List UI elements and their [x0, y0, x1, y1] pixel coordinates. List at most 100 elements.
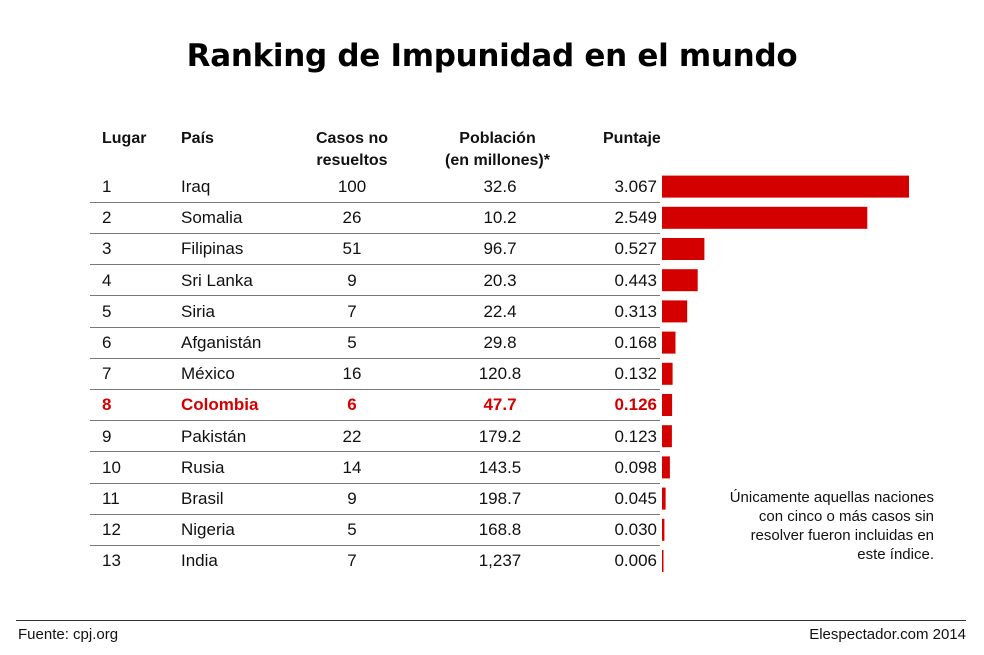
- table-row: 11 Brasil 9 198.7 0.045: [90, 483, 660, 514]
- table-row: 2 Somalia 26 10.2 2.549: [90, 202, 660, 233]
- score-cell: 0.030: [614, 520, 657, 540]
- table-row: 1 Iraq 100 32.6 3.067: [90, 171, 660, 202]
- rank-cell: 2: [102, 208, 112, 228]
- score-bar: [662, 331, 676, 354]
- cases-cell: 9: [347, 270, 357, 290]
- score-bar: [662, 550, 664, 572]
- population-cell: 29.8: [483, 333, 517, 352]
- population-cell: 198.7: [478, 489, 522, 508]
- header-cases: Casos no resueltos: [302, 128, 402, 172]
- header-population: Población (en millones)*: [430, 128, 565, 172]
- table-row: 10 Rusia 14 143.5 0.098: [90, 452, 660, 483]
- country-cell: Nigeria: [181, 520, 235, 540]
- cases-cell: 7: [347, 301, 357, 321]
- population-cell: 143.5: [478, 457, 522, 477]
- country-cell: Pakistán: [181, 426, 247, 446]
- rank-cell: 13: [102, 551, 121, 571]
- table-row: 13 India 7 1,237 0.006: [90, 545, 660, 576]
- table-row: 4 Sri Lanka 9 20.3 0.443: [90, 265, 660, 296]
- rank-cell: 9: [102, 426, 112, 446]
- table-row: 5 Siria 7 22.4 0.313: [90, 296, 660, 327]
- rank-cell: 11: [102, 489, 120, 508]
- score-cell: 2.549: [614, 208, 657, 228]
- score-cell: 0.132: [614, 364, 657, 384]
- score-bar: [662, 394, 673, 416]
- cases-cell: 51: [342, 239, 362, 259]
- score-cell: 0.045: [614, 489, 657, 508]
- population-cell: 20.3: [483, 270, 517, 290]
- country-cell: Filipinas: [181, 239, 244, 259]
- footer-divider: [16, 620, 966, 621]
- row-divider: [90, 264, 660, 266]
- row-divider: [90, 388, 660, 390]
- score-bar: [662, 362, 673, 385]
- country-cell: Brasil: [181, 489, 224, 508]
- table-row: 12 Nigeria 5 168.8 0.030: [90, 514, 660, 545]
- population-cell: 22.4: [483, 301, 517, 321]
- score-bar: [662, 269, 698, 292]
- score-bar: [662, 487, 666, 510]
- source-text: Fuente: cpj.org: [18, 626, 119, 643]
- country-cell: Iraq: [181, 177, 211, 196]
- row-divider: [90, 544, 660, 546]
- rank-cell: 10: [102, 457, 121, 477]
- score-cell: 0.126: [614, 395, 657, 415]
- table-row: 8 Colombia 6 47.7 0.126: [90, 389, 660, 420]
- population-cell: 32.6: [483, 177, 517, 196]
- row-divider: [90, 513, 660, 515]
- cases-cell: 5: [347, 520, 357, 540]
- score-bar: [662, 300, 688, 323]
- row-divider: [90, 295, 660, 297]
- header-population-line1: Población: [459, 130, 536, 147]
- header-score: Puntaje: [603, 130, 661, 147]
- cases-cell: 9: [347, 489, 357, 508]
- population-cell: 179.2: [478, 426, 522, 446]
- score-bar: [662, 206, 868, 229]
- header-cases-line2: resueltos: [316, 152, 388, 169]
- population-cell: 47.7: [483, 395, 517, 415]
- score-cell: 0.527: [614, 239, 657, 259]
- population-cell: 10.2: [483, 208, 517, 228]
- score-bar: [662, 238, 705, 260]
- country-cell: México: [181, 364, 235, 384]
- row-divider: [90, 451, 660, 453]
- population-cell: 120.8: [478, 364, 522, 384]
- score-cell: 3.067: [614, 177, 657, 196]
- cases-cell: 5: [347, 333, 357, 352]
- score-cell: 0.098: [614, 457, 657, 477]
- cases-cell: 6: [347, 395, 357, 415]
- rank-cell: 6: [102, 333, 112, 352]
- table-row: 9 Pakistán 22 179.2 0.123: [90, 421, 660, 452]
- cases-cell: 14: [342, 457, 362, 477]
- population-cell: 1,237: [478, 551, 522, 571]
- cases-cell: 16: [342, 364, 362, 384]
- score-cell: 0.006: [614, 551, 657, 571]
- rank-cell: 3: [102, 239, 112, 259]
- country-cell: Rusia: [181, 457, 225, 477]
- rank-cell: 5: [102, 301, 112, 321]
- cases-cell: 22: [342, 426, 362, 446]
- rank-cell: 7: [102, 364, 112, 384]
- country-cell: Sri Lanka: [181, 270, 253, 290]
- row-divider: [90, 232, 660, 234]
- header-cases-line1: Casos no: [315, 130, 388, 147]
- row-divider: [90, 482, 660, 484]
- country-cell: Colombia: [181, 395, 259, 415]
- rank-cell: 1: [102, 177, 112, 196]
- score-bar: [662, 175, 909, 198]
- score-cell: 0.123: [614, 426, 657, 446]
- country-cell: Siria: [181, 301, 216, 321]
- footnote: Únicamente aquellas naciones con cinco o…: [729, 489, 934, 563]
- credit-text: Elespectador.com 2014: [809, 626, 966, 643]
- header-rank: Lugar: [102, 130, 147, 147]
- row-divider: [90, 357, 660, 359]
- cases-cell: 100: [337, 177, 367, 196]
- score-bar: [662, 518, 665, 541]
- country-cell: India: [181, 551, 218, 571]
- chart-title: Ranking de Impunidad en el mundo: [186, 38, 798, 74]
- table-row: 3 Filipinas 51 96.7 0.527: [90, 233, 660, 264]
- row-divider: [90, 201, 660, 203]
- header-country: País: [181, 130, 214, 147]
- rank-cell: 8: [102, 395, 112, 415]
- rank-cell: 12: [102, 520, 121, 540]
